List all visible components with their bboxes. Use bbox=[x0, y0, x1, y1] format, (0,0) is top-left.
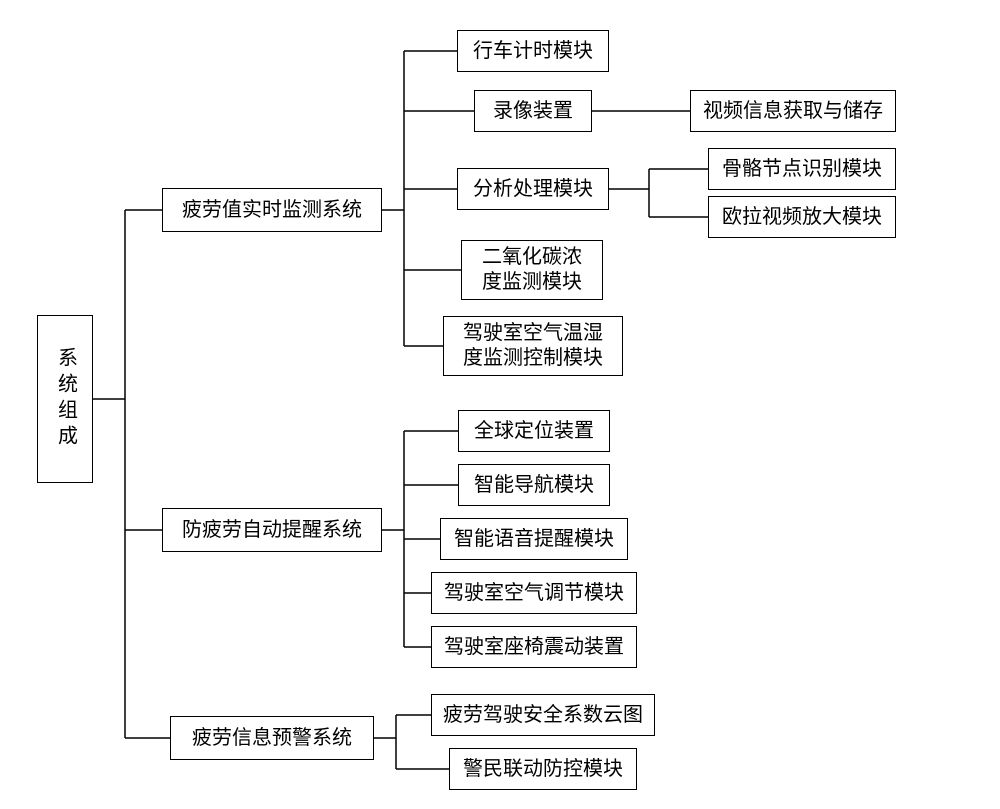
node-l1a: 疲劳值实时监测系统 bbox=[162, 188, 382, 232]
node-m4: 二氧化碳浓度监测模块 bbox=[461, 240, 603, 300]
node-m5: 驾驶室空气温湿度监测控制模块 bbox=[443, 316, 623, 376]
node-m2: 录像装置 bbox=[474, 90, 592, 132]
node-m8: 智能语音提醒模块 bbox=[440, 518, 628, 560]
node-m9: 驾驶室空气调节模块 bbox=[431, 572, 637, 614]
node-l1b: 防疲劳自动提醒系统 bbox=[162, 508, 382, 552]
node-r3: 欧拉视频放大模块 bbox=[708, 196, 896, 238]
node-root: 系统组成 bbox=[37, 315, 93, 483]
node-m11: 疲劳驾驶安全系数云图 bbox=[431, 694, 655, 736]
node-m6: 全球定位装置 bbox=[458, 410, 610, 452]
node-l1c: 疲劳信息预警系统 bbox=[170, 716, 374, 760]
node-m3: 分析处理模块 bbox=[457, 168, 609, 210]
node-m1: 行车计时模块 bbox=[457, 30, 609, 72]
node-m7: 智能导航模块 bbox=[458, 464, 610, 506]
node-m10: 驾驶室座椅震动装置 bbox=[431, 626, 637, 668]
node-r2: 骨骼节点识别模块 bbox=[708, 148, 896, 190]
node-m12: 警民联动防控模块 bbox=[449, 748, 637, 790]
node-r1: 视频信息获取与储存 bbox=[690, 90, 896, 132]
